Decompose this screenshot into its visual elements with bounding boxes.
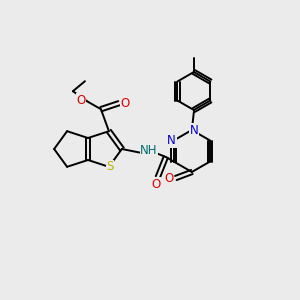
Text: O: O	[76, 94, 86, 107]
Text: O: O	[164, 172, 173, 185]
Text: S: S	[106, 160, 114, 173]
Text: O: O	[151, 178, 160, 190]
Text: O: O	[120, 97, 130, 110]
Text: N: N	[167, 134, 176, 147]
Text: N: N	[190, 124, 198, 136]
Text: NH: NH	[140, 145, 158, 158]
